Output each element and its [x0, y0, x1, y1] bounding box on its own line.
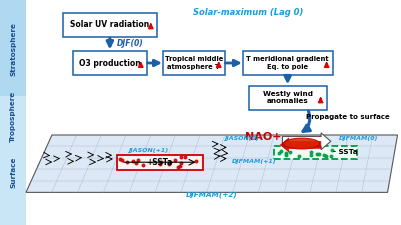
Point [328, 154, 334, 157]
Point [286, 151, 293, 154]
Text: Troposphere: Troposphere [10, 90, 16, 142]
Point [130, 159, 137, 163]
Point [316, 153, 322, 156]
Point [166, 162, 172, 166]
Text: DJFMAM(+2): DJFMAM(+2) [186, 191, 238, 198]
Polygon shape [26, 135, 397, 192]
Point [323, 154, 329, 158]
Text: Tropical middle
atmosphere T: Tropical middle atmosphere T [165, 56, 223, 70]
Point [275, 151, 282, 155]
Text: NAO+: NAO+ [245, 132, 282, 142]
Point [177, 161, 184, 165]
Bar [0, 0, 26, 225]
Point [283, 153, 290, 156]
Text: Solar-maximum (Lag 0): Solar-maximum (Lag 0) [192, 8, 303, 17]
Point [118, 158, 125, 162]
Point [158, 160, 164, 164]
Text: - SSTa: - SSTa [333, 149, 358, 155]
Point [314, 152, 320, 156]
FancyBboxPatch shape [249, 86, 326, 110]
Text: JJASON(0): JJASON(0) [224, 136, 259, 141]
Point [117, 157, 124, 160]
Text: Westly wind
anomalies: Westly wind anomalies [263, 91, 313, 104]
Point [178, 155, 185, 159]
Point [174, 165, 181, 169]
Point [278, 149, 284, 153]
Point [308, 153, 314, 156]
Text: JJASON(+1): JJASON(+1) [128, 148, 168, 153]
Point [176, 165, 183, 168]
FancyBboxPatch shape [274, 146, 357, 159]
Text: O3 production: O3 production [79, 58, 141, 68]
Text: +SSTa: +SSTa [147, 158, 173, 167]
Text: DJFMAM(+1): DJFMAM(+1) [232, 160, 276, 164]
FancyArrowPatch shape [282, 133, 331, 150]
Point [283, 151, 290, 155]
Point [193, 159, 199, 163]
Point [321, 154, 328, 157]
Point [124, 160, 130, 164]
Text: Stratosphere: Stratosphere [10, 22, 16, 76]
Point [132, 161, 139, 165]
FancyBboxPatch shape [63, 13, 157, 36]
Point [167, 160, 174, 164]
Point [156, 162, 163, 166]
FancyBboxPatch shape [117, 155, 203, 170]
Text: Surface: Surface [10, 156, 16, 188]
FancyBboxPatch shape [243, 51, 332, 75]
FancyBboxPatch shape [73, 51, 147, 75]
FancyBboxPatch shape [163, 51, 225, 75]
Bar [0, 0, 26, 96]
Text: Propagate to surface: Propagate to surface [306, 115, 389, 120]
Point [329, 148, 335, 151]
Text: Solar UV radiation: Solar UV radiation [70, 20, 150, 29]
Text: DJFMAM(0): DJFMAM(0) [339, 136, 378, 141]
Point [308, 150, 314, 154]
Ellipse shape [284, 138, 320, 149]
Point [140, 163, 146, 166]
FancyArrowPatch shape [280, 138, 321, 152]
Point [171, 159, 178, 162]
Point [182, 156, 188, 159]
Point [135, 158, 141, 162]
Point [296, 154, 302, 157]
Text: T meridional gradient
Eq. to pole: T meridional gradient Eq. to pole [246, 56, 329, 70]
Text: DJF(0): DJF(0) [117, 40, 144, 49]
